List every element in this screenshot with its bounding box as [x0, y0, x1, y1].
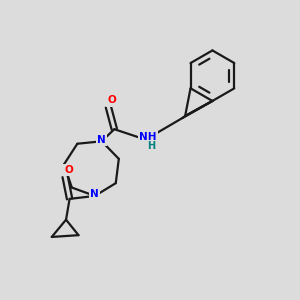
Text: H: H [147, 141, 155, 151]
Text: O: O [108, 95, 116, 105]
Text: O: O [64, 165, 73, 175]
Text: N: N [97, 135, 106, 145]
Text: N: N [91, 189, 99, 200]
Text: NH: NH [139, 132, 157, 142]
